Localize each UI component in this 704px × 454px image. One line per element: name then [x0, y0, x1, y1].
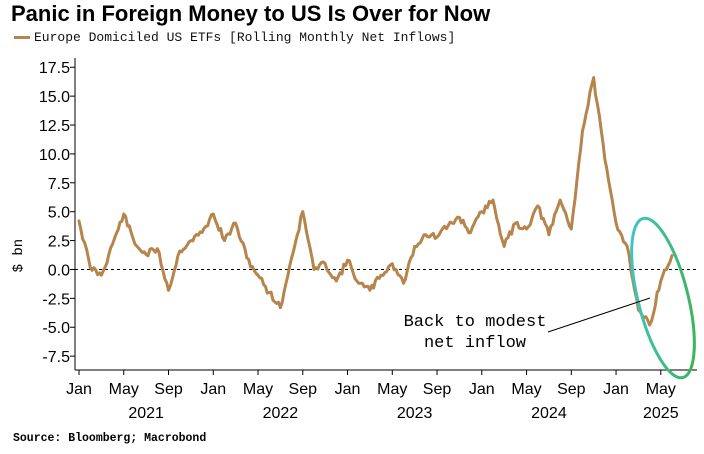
legend-swatch	[14, 36, 30, 39]
x-year-label: 2021	[128, 405, 164, 422]
annotation-text-line2: net inflow	[424, 334, 527, 353]
data-point	[167, 289, 170, 292]
x-tick-label: Sep	[423, 381, 452, 398]
highlight-ellipse	[630, 216, 696, 380]
axes: 17.5 15.0 12.5 10.0 7.5 5.0 2.5 0.0 -2.5 -5.0 -7.5…	[11, 58, 697, 422]
y-tick-label: -7.5	[42, 349, 70, 366]
data-point	[88, 265, 92, 269]
data-point	[592, 76, 595, 79]
data-point	[77, 219, 81, 223]
data-point	[301, 210, 305, 213]
chart-title: Panic in Foreign Money to US Is Over for…	[11, 1, 491, 26]
data-point	[234, 221, 237, 225]
x-tick-label: May	[109, 381, 139, 398]
data-point	[100, 273, 103, 277]
data-point	[402, 282, 405, 285]
data-point	[648, 323, 651, 327]
y-tick-label: 2.5	[48, 234, 70, 251]
data-point	[178, 249, 181, 253]
y-tick-label: 7.5	[48, 176, 70, 193]
data-point	[122, 212, 126, 216]
y-tick-label: -5.0	[42, 320, 70, 337]
y-tick-label: 17.5	[39, 60, 70, 77]
annotation-group: Back to modest net inflow	[404, 216, 696, 380]
y-axis-label: $ bn	[11, 239, 27, 273]
x-tick-label: Sep	[557, 381, 586, 398]
x-year-label: 2023	[397, 405, 433, 422]
data-point	[290, 256, 293, 260]
x-tick-label: May	[511, 381, 541, 398]
annotation-text-line1: Back to modest	[404, 313, 547, 332]
data-point	[144, 253, 148, 256]
y-tick-label: 12.5	[39, 118, 70, 135]
data-point	[312, 268, 316, 271]
data-point	[156, 247, 159, 250]
data-point	[614, 221, 618, 225]
data-point	[212, 212, 215, 216]
data-point	[413, 245, 417, 248]
x-tick-label: Jan	[603, 381, 629, 398]
data-point	[570, 227, 573, 231]
x-tick-label: Jan	[200, 381, 226, 398]
data-point	[133, 242, 137, 246]
data-point	[558, 198, 562, 202]
y-tick-label: 5.0	[48, 205, 70, 222]
data-point	[335, 279, 338, 283]
data-point	[111, 242, 114, 246]
data-point	[659, 279, 663, 283]
y-tick-label: 0.0	[48, 262, 70, 279]
data-point	[223, 239, 226, 242]
x-year-label: 2024	[531, 405, 567, 422]
data-point	[458, 216, 461, 219]
x-tick-label: May	[646, 381, 676, 398]
data-point	[446, 224, 450, 227]
data-point	[625, 245, 629, 248]
data-point	[200, 231, 204, 234]
data-point	[525, 227, 528, 231]
data-point	[357, 282, 361, 285]
x-tick-label: May	[377, 381, 407, 398]
data-point	[279, 306, 282, 309]
data-point	[346, 258, 349, 262]
data-point	[536, 204, 539, 208]
data-point	[480, 210, 484, 213]
source-note: Source: Bloomberg; Macrobond	[13, 432, 207, 445]
legend-label: Europe Domiciled US ETFs [Rolling Monthl…	[34, 30, 456, 45]
x-tick-label: Jan	[335, 381, 361, 398]
x-tick-label: Jan	[469, 381, 495, 398]
y-tick-label: 10.0	[39, 147, 70, 164]
x-tick-label: Jan	[66, 381, 92, 398]
data-point	[581, 129, 584, 133]
data-point	[603, 158, 607, 161]
x-tick-label: Sep	[289, 381, 318, 398]
data-point	[368, 289, 372, 292]
data-point	[435, 235, 439, 239]
data-point	[670, 254, 674, 257]
data-point	[469, 231, 472, 234]
data-point	[245, 256, 249, 260]
data-point	[189, 239, 193, 242]
y-tick-label: 15.0	[39, 89, 70, 106]
x-tick-label: May	[243, 381, 273, 398]
data-point	[379, 273, 383, 277]
data-point	[267, 291, 271, 294]
data-point	[502, 245, 506, 248]
x-year-label: 2022	[263, 405, 299, 422]
series-marks	[77, 76, 674, 327]
data-point	[547, 233, 551, 237]
y-tick-label: -2.5	[42, 291, 70, 308]
data-point	[491, 198, 495, 202]
data-point	[424, 233, 428, 237]
x-year-label: 2025	[643, 405, 679, 422]
x-tick-label: Sep	[154, 381, 183, 398]
annotation-pointer	[547, 297, 651, 333]
data-point	[514, 221, 517, 225]
series-line	[77, 76, 674, 327]
legend: Europe Domiciled US ETFs [Rolling Monthl…	[14, 30, 455, 45]
data-point	[256, 273, 260, 277]
data-point	[323, 262, 327, 266]
data-point	[391, 262, 394, 266]
